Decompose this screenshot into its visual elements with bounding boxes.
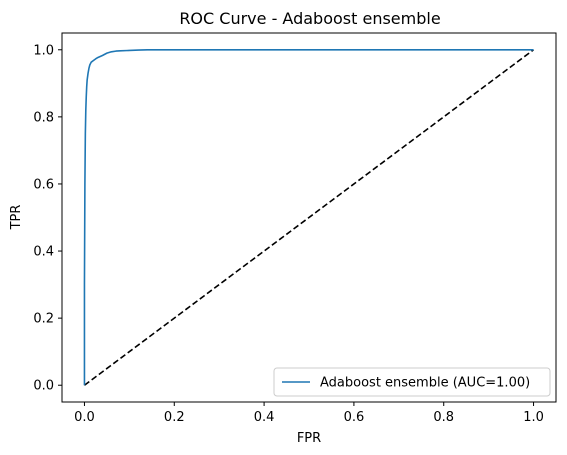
x-tick-label: 0.0 <box>74 410 95 425</box>
diagonal-reference-line <box>83 49 535 386</box>
legend: Adaboost ensemble (AUC=1.00) <box>273 367 551 397</box>
series-layer <box>83 48 535 386</box>
y-tick-label: 0.4 <box>33 245 54 260</box>
y-tick-label: 0.8 <box>33 110 54 125</box>
chart-title: ROC Curve - Adaboost ensemble <box>179 9 440 28</box>
x-tick-label: 1.0 <box>523 410 544 425</box>
y-tick-label: 0.0 <box>33 379 54 394</box>
y-axis-ticks: 0.0 0.2 0.4 0.6 0.8 1.0 <box>33 43 62 394</box>
y-tick-label: 0.6 <box>33 177 54 192</box>
x-axis-label: FPR <box>297 431 321 446</box>
y-axis-label: TPR <box>9 205 24 231</box>
legend-box <box>273 367 551 397</box>
y-tick-label: 1.0 <box>33 43 54 58</box>
x-axis-ticks: 0.0 0.2 0.4 0.6 0.8 1.0 <box>74 402 544 425</box>
x-tick-label: 0.6 <box>344 410 365 425</box>
x-tick-label: 0.4 <box>254 410 275 425</box>
y-tick-label: 0.2 <box>33 312 54 327</box>
x-tick-label: 0.2 <box>164 410 185 425</box>
plot-border <box>61 32 557 403</box>
legend-label-adaboost: Adaboost ensemble (AUC=1.00) <box>320 376 530 391</box>
roc-curve-line <box>83 48 534 386</box>
x-tick-label: 0.8 <box>433 410 454 425</box>
